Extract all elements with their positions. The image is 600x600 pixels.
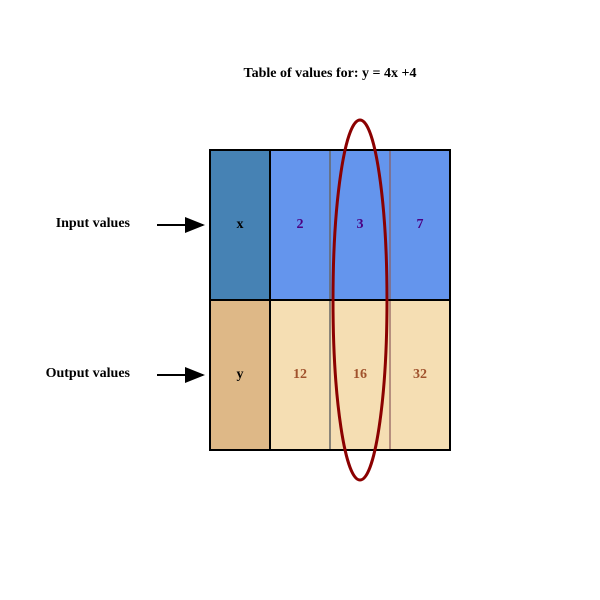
output-value-cell: 12 bbox=[270, 300, 330, 450]
input-value: 2 bbox=[296, 217, 304, 232]
input-value: 7 bbox=[416, 217, 424, 232]
input-value-cell: 7 bbox=[390, 150, 450, 300]
output-row-label: Output values bbox=[45, 366, 130, 381]
output-value: 16 bbox=[353, 367, 367, 382]
input-value-cell: 3 bbox=[330, 150, 390, 300]
output-value-cell: 16 bbox=[330, 300, 390, 450]
input-row-label: Input values bbox=[55, 216, 130, 231]
output-header-cell: y bbox=[210, 300, 270, 450]
input-value: 3 bbox=[356, 217, 364, 232]
output-value: 32 bbox=[413, 367, 427, 382]
output-value: 12 bbox=[293, 367, 307, 382]
input-value-cell: 2 bbox=[270, 150, 330, 300]
input-header-label: x bbox=[236, 217, 244, 232]
diagram-title: Table of values for: y = 4x +4 bbox=[243, 66, 417, 81]
output-value-cell: 32 bbox=[390, 300, 450, 450]
output-header-label: y bbox=[236, 367, 244, 382]
input-header-cell: x bbox=[210, 150, 270, 300]
